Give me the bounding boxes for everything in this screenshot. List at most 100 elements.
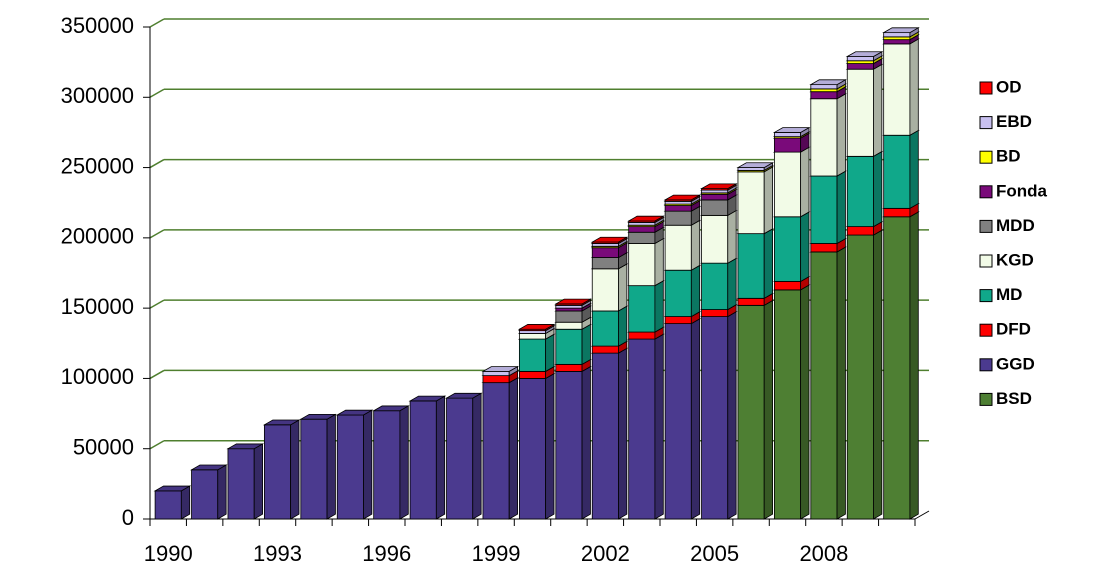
bar-segment bbox=[664, 210, 692, 226]
bar-segment bbox=[737, 171, 765, 235]
floor-edge bbox=[914, 510, 930, 520]
bar-segment bbox=[591, 257, 619, 270]
x-tick-label: 1993 bbox=[253, 541, 302, 566]
bar-side bbox=[727, 311, 737, 520]
bar-segment bbox=[555, 370, 583, 520]
bar-segment bbox=[810, 251, 838, 520]
legend-label: DFD bbox=[996, 320, 1031, 339]
bar-segment bbox=[810, 84, 838, 90]
bar-top bbox=[772, 127, 811, 133]
bar-top bbox=[153, 485, 192, 492]
bar-segment bbox=[737, 304, 765, 520]
grid-line bbox=[149, 158, 165, 169]
grid-line bbox=[149, 369, 165, 380]
bar-segment bbox=[883, 216, 911, 520]
y-tick-label: 300000 bbox=[61, 83, 134, 108]
bar-side bbox=[217, 464, 227, 520]
bar-segment bbox=[846, 68, 874, 157]
bar-segment bbox=[664, 224, 692, 271]
bar-segment bbox=[336, 414, 364, 520]
bar-side bbox=[545, 372, 555, 520]
bar-side bbox=[873, 150, 883, 228]
legend-label: MDD bbox=[996, 216, 1035, 235]
bar-side bbox=[399, 405, 409, 520]
bar-side bbox=[180, 485, 191, 520]
bar-top bbox=[809, 79, 847, 86]
bar-segment bbox=[846, 234, 874, 520]
bar-top bbox=[372, 405, 410, 412]
bar-segment bbox=[664, 200, 692, 205]
bar-segment bbox=[701, 214, 729, 264]
bar-segment bbox=[555, 321, 583, 330]
bar-segment bbox=[518, 338, 547, 372]
y-tick-label: 0 bbox=[122, 505, 134, 530]
bar-segment bbox=[446, 397, 474, 520]
bar-top bbox=[882, 27, 920, 34]
bar-segment bbox=[591, 243, 619, 247]
bar-segment bbox=[773, 132, 802, 138]
bar-top bbox=[335, 409, 374, 416]
bar-top bbox=[299, 413, 337, 420]
x-tick-label: 1990 bbox=[144, 541, 193, 566]
bar-top bbox=[262, 419, 301, 426]
legend-swatch bbox=[979, 185, 993, 199]
bar-segment bbox=[846, 226, 874, 236]
grid-line bbox=[149, 18, 165, 28]
bar-segment bbox=[846, 56, 874, 62]
legend-label: BD bbox=[996, 147, 1021, 166]
bar-segment bbox=[591, 310, 619, 347]
y-tick-label: 50000 bbox=[73, 435, 134, 460]
x-tick-label: 2005 bbox=[690, 541, 739, 566]
legend-label: GGD bbox=[996, 354, 1035, 373]
grid-line bbox=[149, 229, 165, 239]
bar-segment bbox=[227, 448, 255, 520]
bar-segment bbox=[591, 268, 619, 312]
bar-side bbox=[581, 323, 591, 366]
legend-swatch bbox=[979, 116, 993, 130]
bar-segment bbox=[373, 410, 401, 520]
bar-segment bbox=[701, 199, 729, 216]
y-tick-label: 200000 bbox=[61, 224, 134, 249]
bar-segment bbox=[701, 309, 729, 317]
bar-segment bbox=[555, 328, 583, 365]
bar-side bbox=[727, 209, 737, 264]
bar-side bbox=[654, 237, 664, 287]
bar-side bbox=[763, 299, 773, 520]
legend-swatch bbox=[979, 81, 993, 95]
legend-swatch bbox=[979, 150, 993, 164]
bar-side bbox=[654, 333, 664, 520]
bar-side bbox=[690, 219, 701, 271]
bar-segment bbox=[628, 243, 656, 287]
bar-segment bbox=[664, 205, 692, 212]
bar-side bbox=[836, 170, 846, 245]
bar-segment bbox=[628, 338, 656, 520]
bar-side bbox=[435, 395, 446, 520]
grid-line bbox=[149, 440, 165, 450]
legend-label: OD bbox=[996, 77, 1022, 96]
bar-segment bbox=[846, 155, 874, 228]
bar-side bbox=[909, 211, 919, 520]
bar-segment bbox=[154, 490, 182, 520]
legend-swatch bbox=[979, 219, 993, 233]
bar-segment bbox=[555, 307, 583, 312]
legend-swatch bbox=[979, 392, 993, 406]
bar-side bbox=[800, 284, 810, 520]
bar-top bbox=[517, 324, 556, 330]
bar-segment bbox=[263, 424, 292, 520]
bar-segment bbox=[883, 134, 911, 209]
legend-label: MD bbox=[996, 285, 1022, 304]
bar-side bbox=[727, 257, 737, 311]
bar-segment bbox=[191, 469, 219, 520]
bar-side bbox=[690, 318, 701, 520]
bar-segment bbox=[883, 207, 911, 218]
legend-swatch bbox=[979, 254, 993, 268]
bar-segment bbox=[701, 193, 729, 201]
bar-segment bbox=[555, 310, 583, 323]
bar-segment bbox=[701, 262, 729, 310]
bar-segment bbox=[846, 60, 874, 64]
bar-segment bbox=[773, 281, 802, 291]
bar-segment bbox=[591, 352, 619, 520]
bar-segment bbox=[482, 375, 510, 384]
bar-segment bbox=[773, 289, 802, 520]
